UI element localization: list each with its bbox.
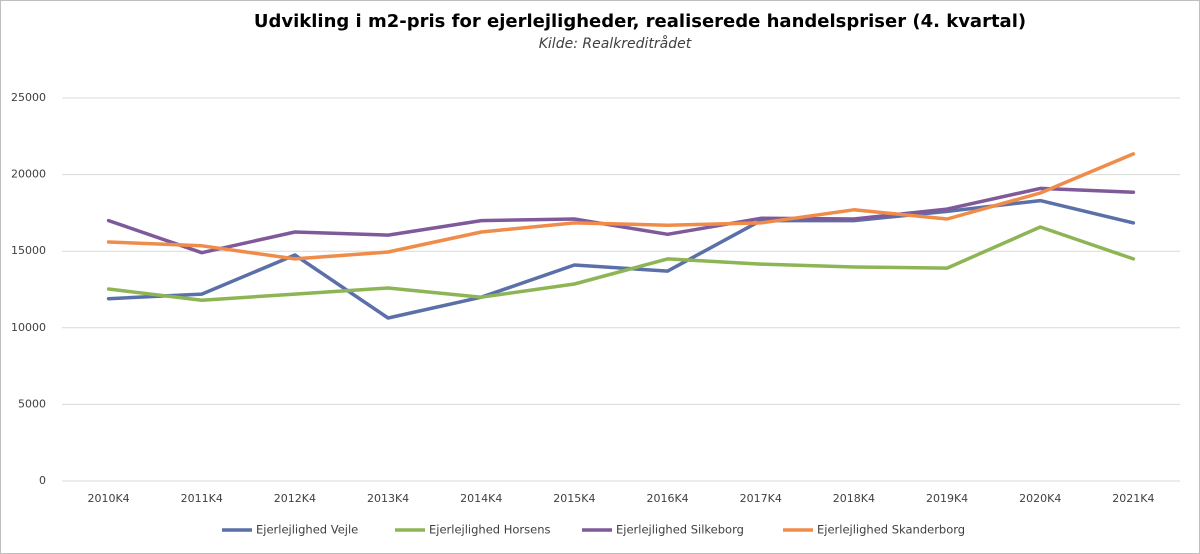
chart-subtitle: Kilde: Realkreditrådet <box>539 35 692 52</box>
x-tick-label: 2019K4 <box>926 492 968 505</box>
y-tick-label: 10000 <box>11 321 46 334</box>
x-tick-label: 2015K4 <box>553 492 595 505</box>
x-tick-label: 2016K4 <box>646 492 688 505</box>
x-tick-label: 2012K4 <box>274 492 316 505</box>
legend-label: Ejerlejlighed Vejle <box>256 523 358 537</box>
series-line <box>106 225 1136 302</box>
x-tick-label: 2017K4 <box>740 492 782 505</box>
x-tick-label: 2021K4 <box>1112 492 1154 505</box>
x-tick-label: 2011K4 <box>181 492 223 505</box>
y-tick-label: 0 <box>39 474 46 487</box>
legend-label: Ejerlejlighed Skanderborg <box>817 523 965 537</box>
chart-title: Udvikling i m2-pris for ejerlejligheder,… <box>254 11 1026 32</box>
legend-item: Ejerlejlighed Vejle <box>222 523 358 537</box>
series-line <box>106 198 1136 320</box>
x-tick-label: 2018K4 <box>833 492 875 505</box>
legend-item: Ejerlejlighed Skanderborg <box>783 523 965 537</box>
x-tick-label: 2013K4 <box>367 492 409 505</box>
x-tick-label: 2020K4 <box>1019 492 1061 505</box>
legend-item: Ejerlejlighed Silkeborg <box>582 523 744 537</box>
y-tick-label: 5000 <box>18 397 46 410</box>
series-line <box>106 186 1136 255</box>
series-line <box>106 152 1136 261</box>
x-tick-label: 2010K4 <box>87 492 129 505</box>
legend-item: Ejerlejlighed Horsens <box>395 523 551 537</box>
x-tick-label: 2014K4 <box>460 492 502 505</box>
y-tick-label: 15000 <box>11 244 46 257</box>
legend-label: Ejerlejlighed Silkeborg <box>616 523 744 537</box>
legend-label: Ejerlejlighed Horsens <box>429 523 551 537</box>
y-tick-label: 20000 <box>11 168 46 181</box>
y-tick-label: 25000 <box>11 91 46 104</box>
